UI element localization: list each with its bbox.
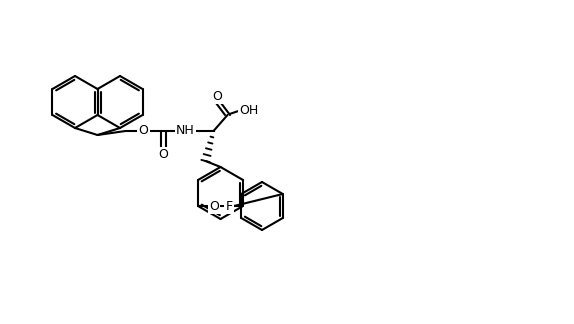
Text: O: O: [212, 89, 223, 102]
Text: O: O: [138, 124, 149, 137]
Text: OH: OH: [239, 103, 258, 117]
Text: NH: NH: [176, 124, 195, 137]
Text: F: F: [226, 200, 232, 213]
Text: O: O: [158, 148, 168, 161]
Text: O: O: [209, 200, 219, 213]
